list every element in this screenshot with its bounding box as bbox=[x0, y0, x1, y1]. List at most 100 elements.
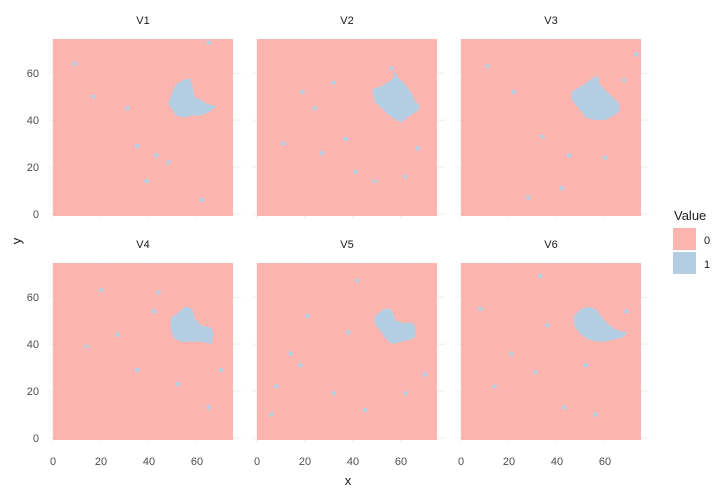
tile-value-1 bbox=[355, 278, 360, 283]
x-tick-label: 20 bbox=[503, 456, 515, 468]
tile-value-1 bbox=[288, 351, 293, 356]
tile-value-1 bbox=[156, 290, 161, 295]
y-tick-label: 20 bbox=[27, 162, 39, 174]
tile-region-value-0 bbox=[461, 39, 641, 216]
x-tick-label: 60 bbox=[191, 456, 203, 468]
tile-value-1 bbox=[151, 309, 156, 314]
tile-value-1 bbox=[346, 330, 351, 335]
x-tick-label: 60 bbox=[395, 456, 407, 468]
tile-value-1 bbox=[533, 370, 538, 375]
y-tick-label: 0 bbox=[33, 209, 39, 221]
tile-value-1 bbox=[219, 367, 223, 372]
tile-value-1 bbox=[583, 363, 588, 368]
tile-value-1 bbox=[622, 78, 627, 83]
tile-value-1 bbox=[300, 89, 305, 94]
tile-value-1 bbox=[478, 306, 483, 311]
tile-value-1 bbox=[305, 313, 310, 318]
tile-value-1 bbox=[274, 384, 279, 389]
facet-panels: V1 V2 V3 V4 V5 V6 bbox=[49, 15, 649, 442]
tile-region-value-0 bbox=[53, 263, 233, 440]
tile-value-1 bbox=[624, 309, 629, 314]
x-tick-label: 40 bbox=[551, 456, 563, 468]
facet-panel-v3: V3 bbox=[457, 15, 649, 218]
tile-value-1 bbox=[415, 146, 420, 151]
tile-value-1 bbox=[389, 66, 394, 71]
tile-region-value-0 bbox=[257, 263, 437, 440]
legend: Value 0 1 bbox=[673, 208, 710, 274]
tile-value-1 bbox=[298, 363, 303, 368]
tile-value-1 bbox=[526, 195, 531, 200]
legend-key-swatch bbox=[673, 252, 696, 274]
facet-panel-v1: V1 bbox=[49, 15, 241, 218]
tile-value-1 bbox=[207, 40, 211, 45]
tile-value-1 bbox=[99, 288, 103, 293]
tile-value-1 bbox=[207, 405, 211, 410]
y-tick-label: 40 bbox=[27, 115, 39, 127]
tile-value-1 bbox=[144, 179, 149, 184]
tile-value-1 bbox=[281, 141, 286, 146]
tile-value-1 bbox=[331, 80, 336, 85]
tile-cluster-value-1 bbox=[372, 70, 421, 123]
facet-title: V5 bbox=[340, 239, 353, 251]
tile-value-1 bbox=[559, 186, 564, 191]
y-tick-label: 20 bbox=[27, 386, 39, 398]
tile-cluster-value-1 bbox=[573, 306, 627, 342]
tile-value-1 bbox=[423, 372, 427, 377]
tile-value-1 bbox=[538, 274, 543, 279]
y-axis-label: y bbox=[9, 237, 24, 244]
tile-value-1 bbox=[125, 106, 130, 111]
tile-value-1 bbox=[166, 160, 171, 165]
tile-value-1 bbox=[175, 382, 180, 387]
legend-key-swatch bbox=[673, 228, 696, 250]
tile-value-1 bbox=[567, 153, 571, 158]
x-tick-label: 40 bbox=[347, 456, 359, 468]
tile-cluster-value-1 bbox=[168, 77, 217, 118]
x-tick-label: 40 bbox=[143, 456, 155, 468]
tile-value-1 bbox=[72, 61, 77, 66]
tile-value-1 bbox=[593, 412, 598, 417]
x-tick-label: 0 bbox=[254, 456, 260, 468]
legend-entry-label: 1 bbox=[704, 259, 710, 271]
tile-cluster-value-1 bbox=[374, 308, 416, 345]
y-tick-label: 60 bbox=[27, 292, 39, 304]
tile-value-1 bbox=[343, 136, 348, 141]
legend-entry-label: 0 bbox=[704, 235, 710, 247]
tile-value-1 bbox=[509, 351, 514, 356]
x-tick-label: 60 bbox=[599, 456, 611, 468]
tile-value-1 bbox=[540, 134, 545, 139]
y-tick-label: 60 bbox=[27, 68, 39, 80]
facet-title: V2 bbox=[340, 15, 353, 27]
tile-value-1 bbox=[84, 344, 89, 349]
tile-value-1 bbox=[485, 64, 490, 69]
tile-value-1 bbox=[545, 323, 550, 328]
facet-title: V1 bbox=[136, 15, 149, 27]
tile-value-1 bbox=[319, 150, 324, 155]
tile-value-1 bbox=[363, 407, 367, 412]
x-tick-label: 20 bbox=[299, 456, 311, 468]
x-tick-label: 20 bbox=[95, 456, 107, 468]
facet-panel-v5: V5 bbox=[253, 239, 445, 442]
x-tick-label: 0 bbox=[50, 456, 56, 468]
tile-region-value-0 bbox=[257, 39, 437, 216]
tile-value-1 bbox=[135, 143, 139, 148]
tile-value-1 bbox=[331, 391, 336, 396]
facet-title: V6 bbox=[544, 239, 557, 251]
tile-value-1 bbox=[135, 367, 139, 372]
tile-value-1 bbox=[492, 384, 497, 389]
tile-value-1 bbox=[562, 405, 567, 410]
y-tick-label: 0 bbox=[33, 433, 39, 445]
tile-cluster-value-1 bbox=[170, 306, 214, 345]
tile-value-1 bbox=[269, 412, 274, 417]
tile-value-1 bbox=[353, 169, 358, 174]
tile-value-1 bbox=[511, 89, 516, 94]
facet-title: V4 bbox=[136, 239, 149, 251]
y-tick-label: 40 bbox=[27, 339, 39, 351]
x-axis-label: x bbox=[345, 473, 352, 488]
tile-region-value-0 bbox=[53, 39, 233, 216]
tile-value-1 bbox=[403, 174, 408, 179]
facet-panel-v6: V6 bbox=[457, 239, 649, 442]
tile-value-1 bbox=[603, 155, 607, 160]
tile-value-1 bbox=[115, 332, 120, 337]
tile-cluster-value-1 bbox=[571, 75, 620, 121]
